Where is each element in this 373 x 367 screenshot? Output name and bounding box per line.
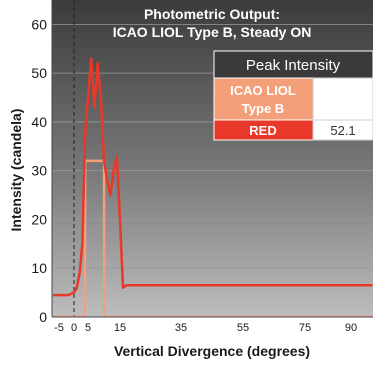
table-row-icao-label-cell xyxy=(213,77,314,121)
series-group xyxy=(53,57,373,317)
table-row-red-label: RED xyxy=(249,123,276,138)
series-line-red xyxy=(53,57,373,297)
x-tick-labels: -5 0 5 15 35 55 75 90 xyxy=(54,322,357,334)
x-tick-label-15: 15 xyxy=(114,322,126,334)
table-row-red-value-cell xyxy=(312,119,373,141)
x-tick-label-5: 5 xyxy=(85,322,91,334)
y-axis-label: Intensity (candela) xyxy=(8,109,24,232)
y-tick-labels: 0 10 20 30 40 50 60 xyxy=(31,16,47,325)
table-row-icao-value-cell xyxy=(312,77,373,121)
x-tick-label-neg5: -5 xyxy=(54,322,64,334)
x-axis-label: Vertical Divergence (degrees) xyxy=(114,343,310,359)
y-tick-label-0: 0 xyxy=(39,309,47,325)
table-row-icao-label-line1: ICAO LIOL xyxy=(230,83,296,98)
table-header: Peak Intensity xyxy=(246,57,341,74)
x-tick-label-90: 90 xyxy=(345,322,357,334)
table-row-icao-label-line2: Type B xyxy=(242,101,284,116)
x-tick-label-55: 55 xyxy=(237,322,249,334)
y-tick-label-60: 60 xyxy=(31,16,47,32)
x-tick-label-75: 75 xyxy=(299,322,311,334)
y-tick-label-50: 50 xyxy=(31,65,47,81)
x-tick-label-35: 35 xyxy=(175,322,187,334)
table-row-red-value: 52.1 xyxy=(330,123,355,138)
y-tick-label-10: 10 xyxy=(31,260,47,276)
plot-background xyxy=(52,0,373,317)
y-tick-label-30: 30 xyxy=(31,163,47,179)
y-tick-label-20: 20 xyxy=(31,211,47,227)
chart-subtitle: ICAO LIOL Type B, Steady ON xyxy=(113,24,312,40)
peak-intensity-table: Peak Intensity ICAO LIOL Type B RED 52.1 xyxy=(213,50,373,141)
chart-title: Photometric Output: xyxy=(144,6,280,22)
series-line-icao-liol-type-b xyxy=(53,159,373,317)
y-tick-label-40: 40 xyxy=(31,114,47,130)
x-tick-label-0: 0 xyxy=(71,322,77,334)
